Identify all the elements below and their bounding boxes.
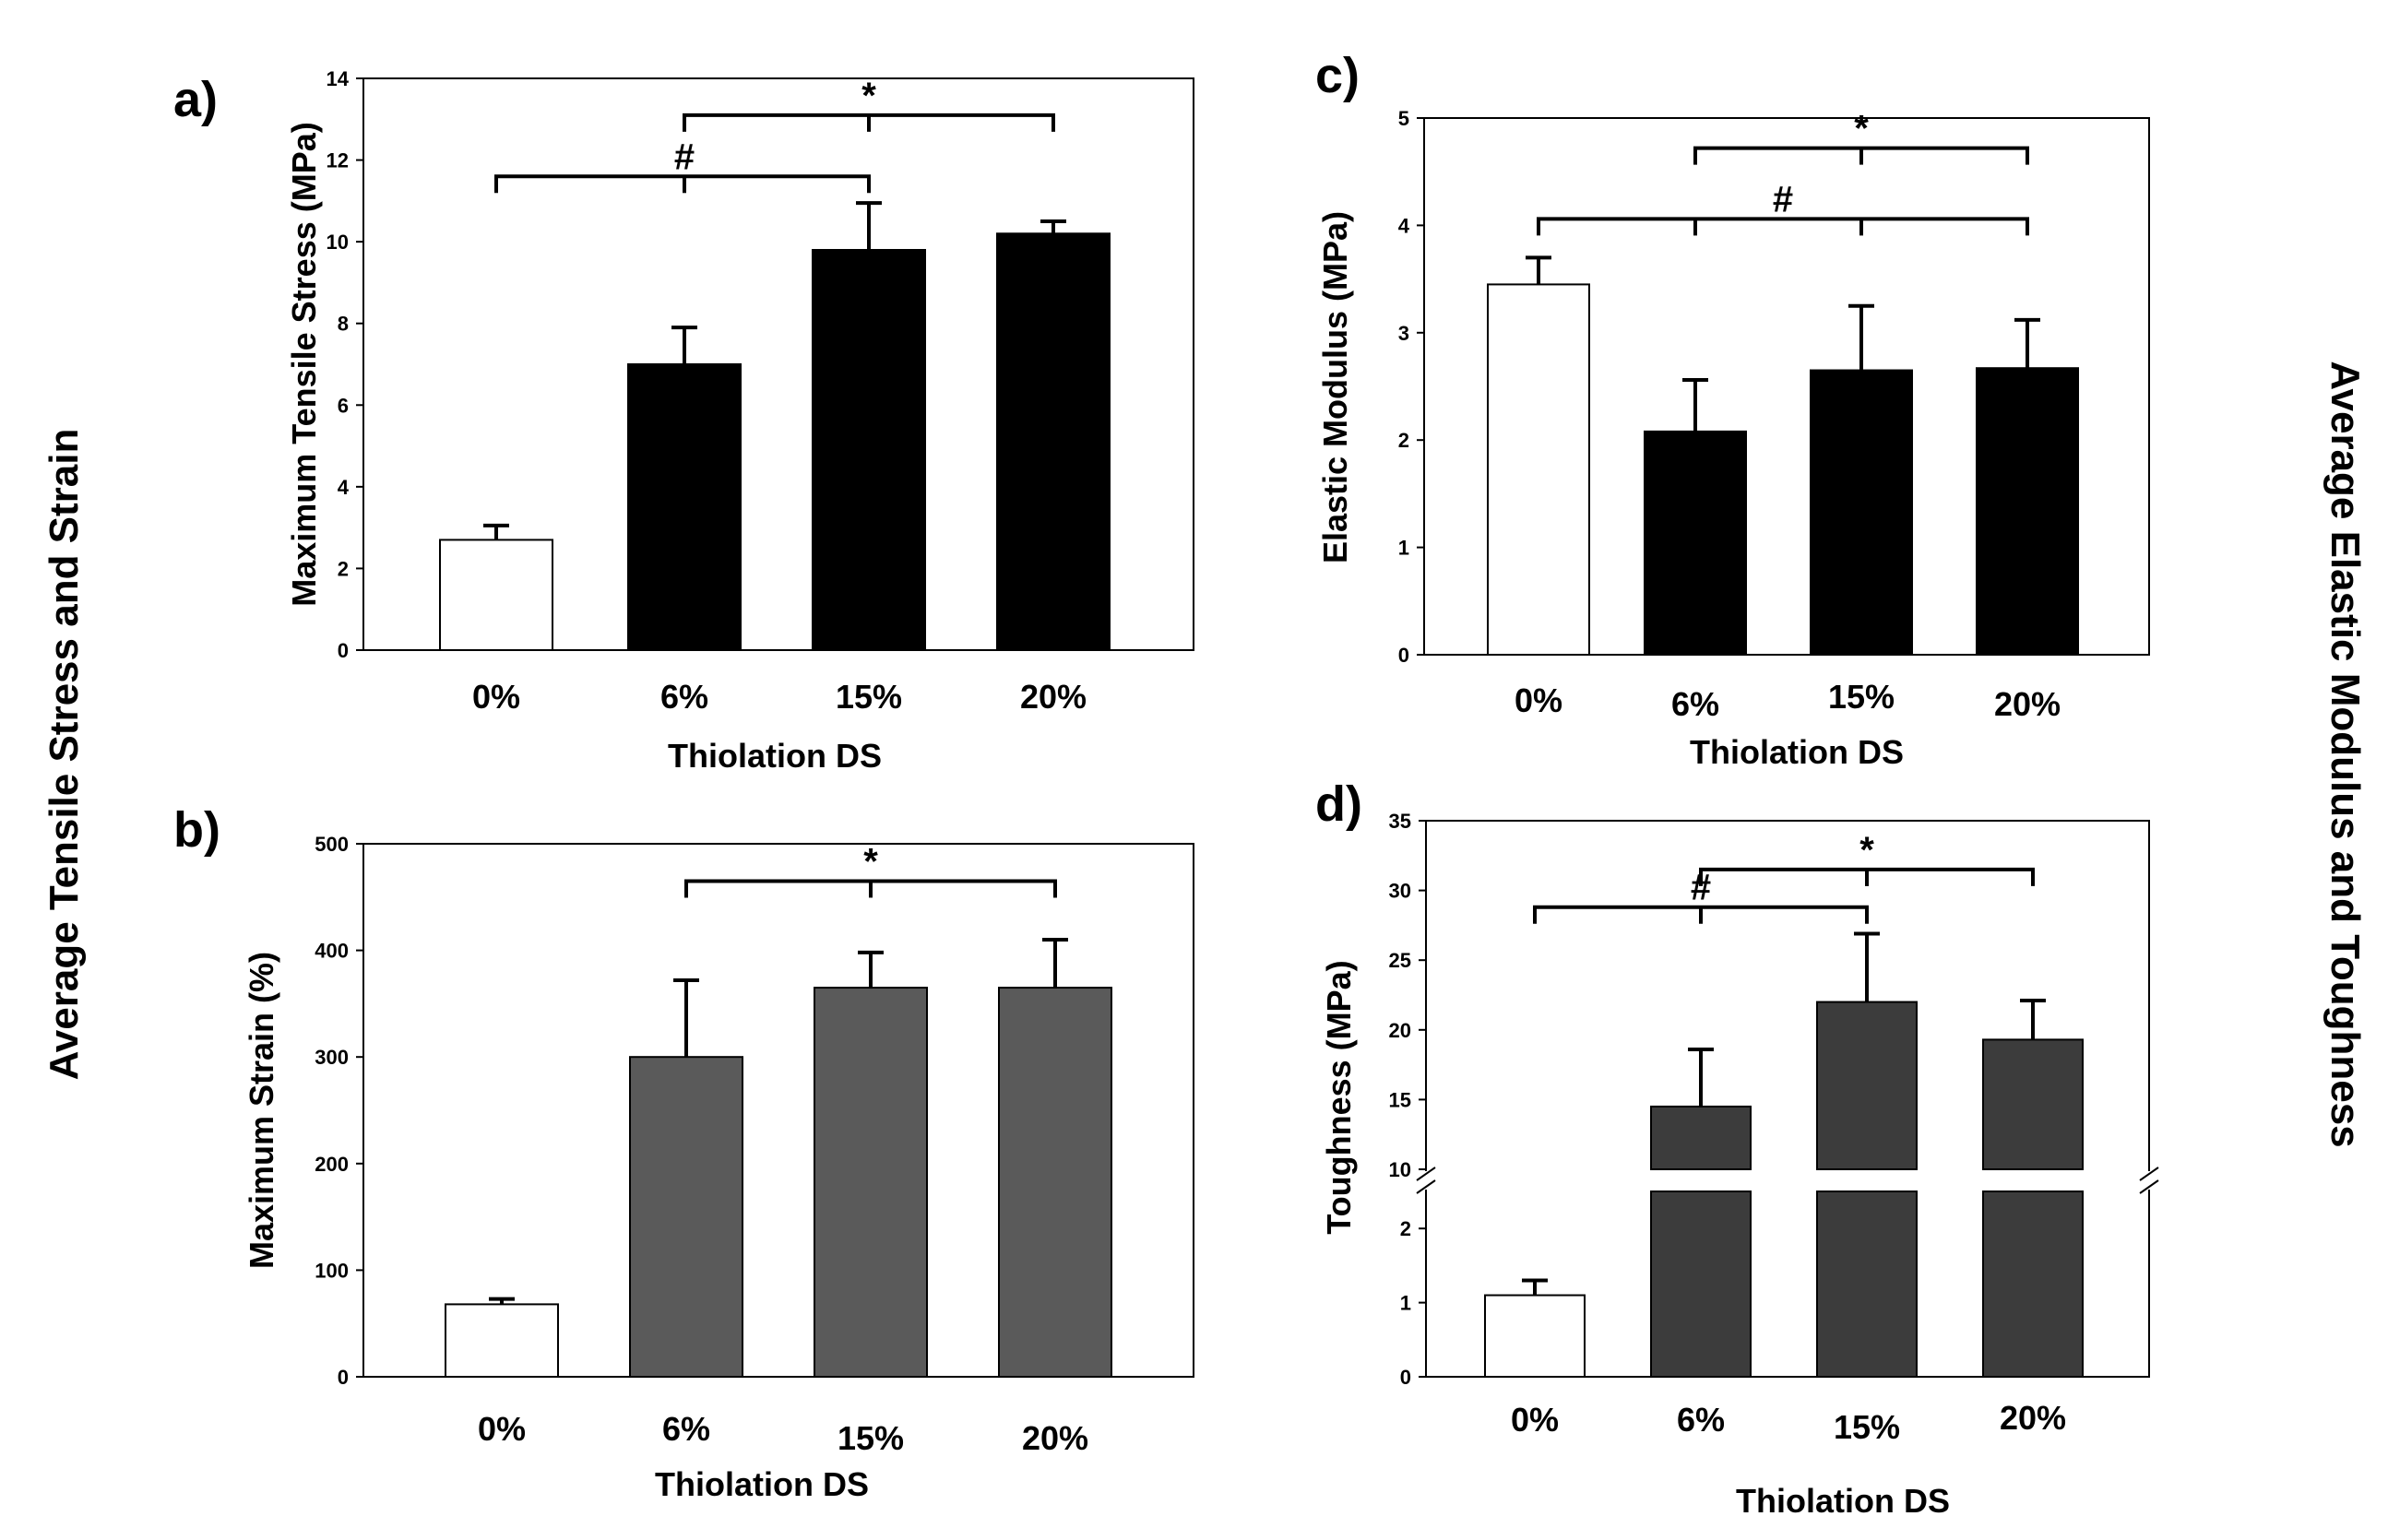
panel-c-category-label-0: 0% (1515, 681, 1562, 719)
panel-d-significance-mark-0: # (1691, 868, 1711, 908)
panel-d-upper-y-tick-label-5: 35 (1389, 810, 1411, 833)
panel-d-axis-break-mark-right (2139, 1167, 2159, 1194)
panel-a-plot-frame (362, 77, 1194, 651)
panel-d-category-label-2: 15% (1834, 1408, 1900, 1446)
panel-c: c) 0 1 2 3 4 5 0% 6% 15% 20% # * Elastic Modulus (M… (1315, 48, 2150, 771)
panel-a-bar-3 (996, 232, 1111, 652)
panel-c-y-tick-label-5: 5 (1398, 107, 1409, 130)
panel-d-lower-y-tick-label-2: 2 (1400, 1217, 1411, 1240)
panel-a-significance-mark-0: # (674, 136, 695, 177)
panel-a: a) 0 2 4 6 8 10 12 14 0% 6% 15% 20% # * Maximum Tensi… (173, 67, 1194, 775)
panel-a-significance-mark-1: * (861, 76, 876, 116)
panel-d-bar-2-upper (1816, 1001, 1918, 1171)
panel-c-bar-0 (1487, 283, 1590, 656)
panel-b-bar-0 (445, 1303, 559, 1378)
panel-c-y-tick-label-0: 0 (1398, 644, 1409, 667)
panel-b-x-axis-label: Thiolation DS (655, 1465, 869, 1503)
panel-b-y-axis-label: Maximum Strain (%) (243, 952, 280, 1269)
panel-a-category-label-1: 6% (660, 678, 708, 716)
panel-a-y-tick-label-7: 14 (327, 67, 350, 90)
right-side-title: Average Elastic Modulus and Toughness (2323, 361, 2368, 1147)
panel-a-significance-bracket-1 (683, 113, 1055, 132)
panel-b-category-label-0: 0% (478, 1410, 526, 1448)
panel-b-category-label-1: 6% (662, 1410, 710, 1448)
panel-b-category-label-2: 15% (838, 1419, 904, 1457)
panel-c-significance-mark-0: # (1773, 179, 1793, 219)
panel-c-y-tick-label-1: 1 (1398, 537, 1409, 560)
panel-b-category-label-3: 20% (1022, 1419, 1088, 1457)
panel-b-bar-1 (629, 1056, 743, 1378)
panel-b-significance-mark-0: * (863, 841, 878, 882)
panel-d-lower-y-tick-label-1: 1 (1400, 1292, 1411, 1315)
panel-d-category-label-0: 0% (1511, 1401, 1559, 1439)
panel-b-y-tick-label-4: 400 (315, 940, 349, 963)
panel-d-y-axis-label: Toughness (MPa) (1320, 960, 1358, 1234)
panel-a-y-tick-label-3: 6 (338, 394, 349, 417)
panel-d-upper-y-tick-label-1: 15 (1389, 1088, 1411, 1111)
panel-d-axis-break-gap (1415, 1171, 2153, 1190)
panel-a-bar-0 (439, 539, 553, 652)
panel-b-bar-3 (998, 987, 1112, 1379)
panel-b: b) 0 100 200 300 400 500 0% 6% 15% 20% * Maximum S… (173, 802, 1194, 1503)
panel-a-y-tick-label-4: 8 (338, 313, 349, 336)
panel-c-bar-3 (1976, 367, 2079, 656)
panel-d-category-label-1: 6% (1677, 1401, 1725, 1439)
panel-b-y-tick-label-1: 100 (315, 1259, 349, 1282)
panel-c-plot-frame (1423, 117, 2150, 656)
panel-b-bar-2 (814, 987, 928, 1379)
panel-b-plot-frame (362, 843, 1194, 1378)
panel-c-category-label-3: 20% (1994, 685, 2061, 723)
panel-d-upper-y-tick-label-2: 20 (1389, 1019, 1411, 1042)
panel-d-bar-0 (1484, 1294, 1586, 1379)
panel-d-label: d) (1315, 776, 1362, 832)
panel-b-y-tick-label-5: 500 (315, 833, 349, 856)
panel-c-y-axis-label: Elastic Modulus (MPa) (1316, 211, 1354, 563)
panel-d-x-axis-label: Thiolation DS (1736, 1482, 1950, 1520)
panel-d-bar-3-upper (1982, 1038, 2084, 1171)
panel-c-bar-1 (1644, 430, 1747, 656)
panel-c-bar-2 (1810, 369, 1913, 656)
panel-d-upper-y-tick-label-4: 30 (1389, 880, 1411, 903)
panel-c-significance-mark-1: * (1854, 109, 1869, 149)
panel-a-category-label-0: 0% (472, 678, 520, 716)
panel-b-y-tick-label-0: 0 (338, 1366, 349, 1389)
panel-d-significance-mark-1: * (1859, 830, 1874, 871)
panel-d-upper-y-tick-label-0: 10 (1389, 1158, 1411, 1181)
panel-a-y-tick-label-5: 10 (327, 231, 349, 254)
panel-a-y-tick-label-2: 4 (338, 476, 350, 499)
panel-c-y-tick-label-2: 2 (1398, 429, 1409, 452)
panel-a-y-tick-label-0: 0 (338, 639, 349, 662)
panel-b-y-tick-label-2: 200 (315, 1153, 349, 1176)
panel-a-y-tick-label-1: 2 (338, 557, 349, 580)
panel-a-category-label-2: 15% (836, 678, 902, 716)
panel-a-y-axis-label: Maximum Tensile Stress (MPa) (285, 122, 323, 607)
panel-d-bar-3-lower (1982, 1191, 2084, 1378)
panel-b-label: b) (173, 802, 220, 858)
panel-c-y-tick-label-4: 4 (1398, 214, 1410, 237)
panel-b-y-tick-label-3: 300 (315, 1046, 349, 1069)
panel-a-y-tick-label-6: 12 (327, 149, 349, 172)
panel-c-category-label-1: 6% (1671, 685, 1719, 723)
panel-c-label: c) (1315, 48, 1360, 103)
panel-c-x-axis-label: Thiolation DS (1690, 733, 1904, 771)
panel-d-category-label-3: 20% (2000, 1399, 2066, 1437)
panel-d-bar-1-upper (1650, 1105, 1752, 1170)
panel-c-y-tick-label-3: 3 (1398, 322, 1409, 345)
panel-c-category-label-2: 15% (1828, 678, 1895, 716)
panel-d-bar-1-lower (1650, 1191, 1752, 1378)
panel-c-significance-bracket-0 (1537, 217, 2029, 236)
panel-d-lower-y-tick-label-0: 0 (1400, 1366, 1411, 1389)
panel-d-bar-2-lower (1816, 1191, 1918, 1378)
panel-d-upper-y-tick-label-3: 25 (1389, 949, 1411, 972)
panel-d-axis-break-mark-left (1416, 1167, 1436, 1194)
panel-a-bar-1 (627, 363, 742, 651)
panel-a-x-axis-label: Thiolation DS (668, 737, 882, 775)
panel-a-category-label-3: 20% (1020, 678, 1087, 716)
left-side-title: Average Tensile Stress and Strain (42, 429, 87, 1081)
panel-a-label: a) (173, 72, 218, 127)
panel-a-bar-2 (812, 249, 926, 651)
